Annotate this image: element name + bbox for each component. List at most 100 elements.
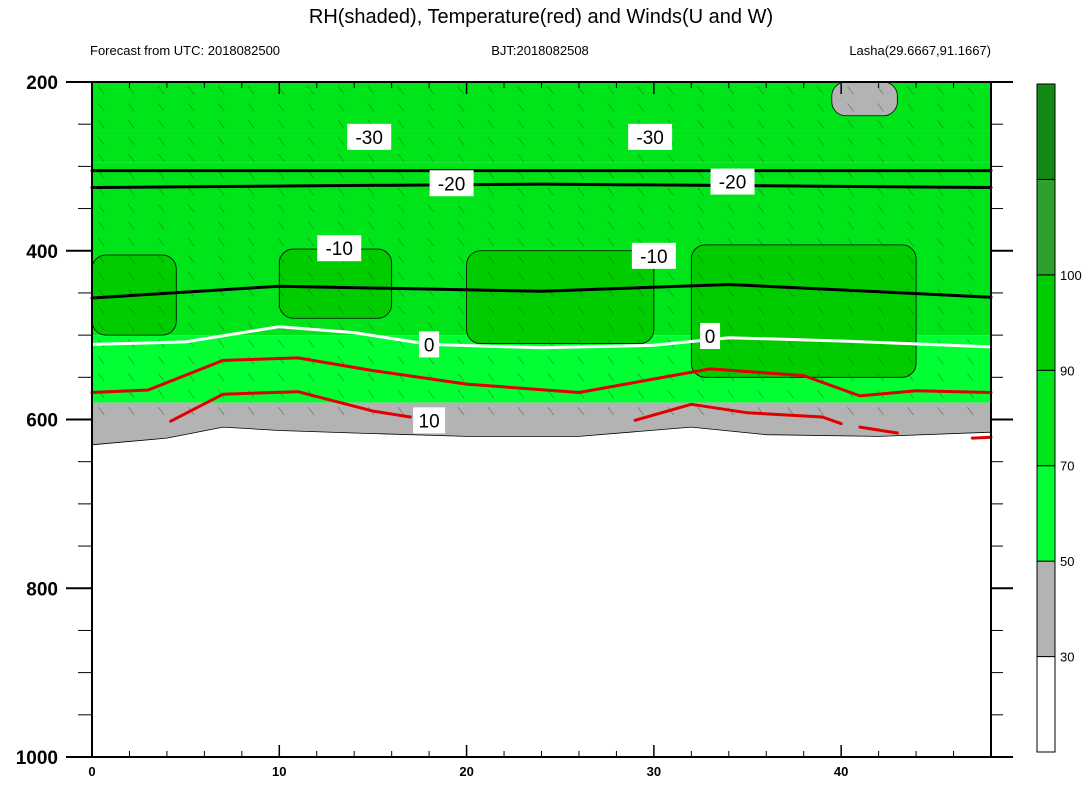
wind-barb	[367, 238, 375, 247]
wind-barb	[937, 86, 944, 95]
wind-barb	[367, 103, 375, 112]
wind-barb	[757, 305, 764, 315]
wind-barb	[247, 238, 255, 247]
colorbar-label: 50	[1060, 554, 1074, 569]
wind-barb	[727, 288, 734, 298]
wind-barb	[457, 356, 465, 365]
wind-barb	[427, 254, 435, 264]
contour-label-6: 0	[424, 335, 435, 356]
wind-barb	[937, 322, 944, 331]
wind-barb	[487, 170, 495, 180]
wind-barb	[217, 254, 225, 264]
wind-barb	[637, 322, 645, 331]
wind-barb	[937, 373, 944, 382]
wind-barb	[307, 288, 315, 298]
wind-barb	[517, 305, 525, 315]
wind-barb	[637, 406, 645, 416]
temperature-contour-4	[90, 356, 993, 398]
wind-barb	[187, 170, 195, 180]
wind-barb	[517, 170, 525, 180]
wind-barb	[98, 86, 105, 95]
wind-barb	[877, 187, 884, 196]
wind-barb	[337, 322, 345, 331]
wind-barb	[128, 136, 135, 146]
wind-barb	[847, 254, 854, 264]
wind-barb	[157, 153, 165, 163]
wind-barb	[667, 187, 675, 196]
wind-barb	[277, 119, 285, 129]
wind-barb	[217, 103, 225, 112]
wind-barb	[367, 322, 375, 331]
wind-barb	[337, 187, 345, 196]
wind-barb	[577, 356, 585, 365]
contour-labels: -30 -30 -20 -20 -10 -10 0 0 10	[317, 123, 755, 434]
wind-barb	[247, 406, 255, 416]
contour-label-2: -20	[438, 174, 465, 195]
wind-barb	[247, 322, 255, 331]
wind-barb	[367, 86, 375, 95]
wind-barb	[277, 221, 285, 230]
wind-barb	[487, 356, 495, 365]
wind-barb	[877, 271, 884, 281]
wind-barb	[667, 86, 675, 95]
wind-barb	[817, 271, 824, 281]
wind-barb	[187, 221, 195, 230]
wind-barb	[547, 187, 555, 196]
wind-barb	[637, 170, 645, 180]
wind-barb	[787, 406, 794, 416]
wind-barb	[98, 238, 105, 247]
wind-barb	[128, 271, 135, 281]
contour-label-box-1	[628, 123, 673, 150]
wind-barb	[217, 221, 225, 230]
wind-barb	[907, 153, 914, 163]
wind-barb	[787, 119, 794, 129]
wind-barb	[907, 356, 914, 365]
wind-barb	[697, 254, 705, 264]
wind-barb	[487, 322, 495, 331]
wind-barb	[967, 86, 974, 95]
wind-barb	[487, 187, 495, 196]
wind-barb	[607, 271, 615, 281]
wind-barb	[967, 305, 974, 315]
wind-barb	[847, 170, 854, 180]
wind-barb	[937, 406, 944, 416]
wind-barb	[607, 103, 615, 112]
wind-barb	[937, 271, 944, 281]
wind-barb	[757, 187, 764, 196]
colorbar-segment-3	[1036, 369, 1056, 467]
wind-barb	[727, 389, 734, 399]
colorbar-segment-4	[1036, 274, 1056, 371]
wind-barb	[577, 153, 585, 163]
wind-barb	[457, 271, 465, 281]
wind-barb	[757, 322, 764, 331]
wind-barb	[877, 356, 884, 365]
wind-barb	[307, 373, 315, 382]
wind-barb	[337, 389, 345, 399]
wind-barb	[607, 389, 615, 399]
colorbar-segment-5	[1036, 178, 1056, 276]
wind-barb	[577, 136, 585, 146]
wind-barb	[817, 322, 824, 331]
wind-barb	[517, 187, 525, 196]
wind-barb	[967, 254, 974, 264]
x-tick-label: 30	[647, 764, 661, 779]
wind-barb	[397, 170, 405, 180]
wind-barb	[217, 204, 225, 213]
wind-barb	[397, 86, 405, 95]
wind-barb	[577, 204, 585, 213]
wind-barb	[967, 238, 974, 247]
wind-barb	[307, 136, 315, 146]
wind-barb	[697, 305, 705, 315]
wind-barb	[637, 86, 645, 95]
wind-barb	[277, 103, 285, 112]
colorbar-label: 30	[1060, 650, 1074, 665]
wind-barb	[217, 119, 225, 129]
wind-barb	[607, 305, 615, 315]
wind-barb	[727, 103, 734, 112]
wind-barb	[967, 103, 974, 112]
wind-barb	[277, 339, 285, 348]
wind-barb	[877, 204, 884, 213]
wind-barb	[337, 119, 345, 129]
wind-barb	[877, 119, 884, 129]
